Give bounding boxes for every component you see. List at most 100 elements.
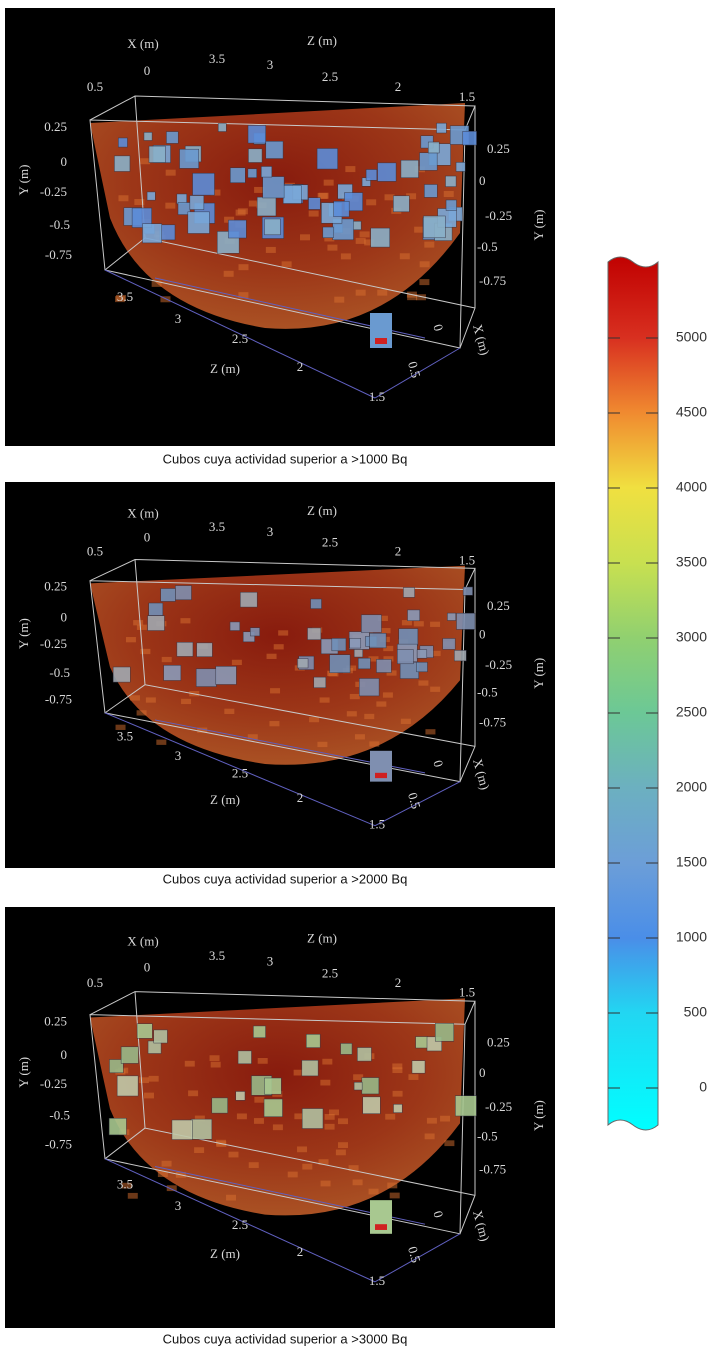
voxel xyxy=(224,708,235,714)
axis-label: -0.25 xyxy=(40,1076,67,1091)
cube xyxy=(171,1119,193,1140)
axis-label: 2.5 xyxy=(232,766,248,781)
axis-label: 0 xyxy=(430,1209,446,1219)
axis-label: 0 xyxy=(61,154,68,169)
cube xyxy=(196,642,213,657)
voxel xyxy=(253,1118,264,1124)
cube xyxy=(308,197,321,210)
voxel xyxy=(145,697,156,703)
voxel xyxy=(319,697,330,703)
voxel xyxy=(157,1171,168,1178)
voxel xyxy=(136,624,147,630)
voxel xyxy=(348,1165,359,1171)
voxel xyxy=(140,158,151,165)
axis-label: X (m) xyxy=(127,934,158,949)
axis-label: 2 xyxy=(395,975,402,990)
axis-label: -0.25 xyxy=(485,657,512,672)
cube xyxy=(307,627,322,640)
voxel xyxy=(127,1192,138,1199)
cube xyxy=(192,172,215,196)
axis-label: 3.5 xyxy=(209,948,225,963)
voxel xyxy=(269,721,280,727)
cube xyxy=(142,223,162,244)
voxel xyxy=(383,656,394,662)
tick-label: 5000 xyxy=(676,329,707,345)
axis-label: X (m) xyxy=(127,36,158,51)
panel: X (m) Z (m) 0.5 0 3.5 3 2.5 2 1.5 0.25 0 -0.25 -0.5 -… xyxy=(5,907,555,1328)
cube xyxy=(370,227,390,248)
axis-label: X (m) xyxy=(127,506,158,521)
voxel xyxy=(151,280,162,287)
axis-label: -0.5 xyxy=(49,665,70,680)
cube xyxy=(357,1047,372,1062)
axis-label: 3 xyxy=(267,524,274,539)
cube xyxy=(361,1077,380,1095)
voxel xyxy=(426,1117,437,1124)
voxel xyxy=(346,665,357,671)
axis-label: 1.5 xyxy=(459,89,475,104)
tick-label: 3500 xyxy=(676,554,707,570)
cube xyxy=(148,602,164,616)
cube xyxy=(462,131,477,146)
voxel xyxy=(424,241,435,248)
axis-label: 0 xyxy=(479,1065,486,1080)
voxel xyxy=(136,710,147,716)
axis-label: -0.75 xyxy=(45,1136,72,1151)
voxel xyxy=(257,1057,268,1064)
voxel xyxy=(294,1113,305,1120)
cube xyxy=(120,1046,139,1064)
axis-label: 1.5 xyxy=(369,1273,385,1288)
axis-label: 1.5 xyxy=(369,389,385,404)
voxel xyxy=(377,289,388,296)
voxel xyxy=(184,1060,195,1067)
voxel xyxy=(235,209,246,216)
axis-label: -0.75 xyxy=(479,714,506,729)
cube xyxy=(247,168,257,178)
cube xyxy=(153,1029,168,1044)
voxel xyxy=(161,1160,172,1167)
axis-label: 3 xyxy=(175,1198,182,1213)
voxel xyxy=(419,279,430,286)
voxel xyxy=(424,1133,435,1140)
tick-label: 2000 xyxy=(676,779,707,795)
voxel xyxy=(156,739,167,745)
cube xyxy=(187,211,210,234)
axis-label: 2 xyxy=(297,359,304,374)
cube xyxy=(301,1108,324,1129)
cube xyxy=(333,201,350,218)
cube xyxy=(112,666,131,683)
cube xyxy=(179,148,199,169)
cube xyxy=(217,123,227,132)
voxel xyxy=(297,1146,308,1153)
tick-label: 1000 xyxy=(676,929,707,945)
voxel xyxy=(430,621,441,627)
voxel xyxy=(160,296,171,303)
cube xyxy=(361,614,382,633)
axis-label: -0.5 xyxy=(477,239,498,254)
cube xyxy=(242,631,255,643)
axis-label: -0.5 xyxy=(49,1108,70,1123)
axis-label: 3 xyxy=(267,57,274,72)
voxel xyxy=(324,1123,335,1130)
voxel xyxy=(308,210,319,217)
cube xyxy=(340,1043,353,1055)
axis-label: -0.25 xyxy=(40,184,67,199)
voxel xyxy=(406,193,417,200)
voxel xyxy=(387,1182,398,1189)
cube xyxy=(393,1104,403,1113)
cube xyxy=(399,661,420,679)
caption: Cubos cuya actividad superior a >3000 Bq xyxy=(163,1331,408,1346)
cube xyxy=(445,175,457,187)
voxel xyxy=(382,692,393,698)
caption: Cubos cuya actividad superior a >1000 Bq xyxy=(163,451,408,466)
axis-label: -0.75 xyxy=(479,1161,506,1176)
voxel xyxy=(236,1113,247,1120)
axis-label: 0 xyxy=(61,1047,68,1062)
voxel xyxy=(400,718,411,724)
cube xyxy=(411,1060,426,1074)
axis-label: 0.25 xyxy=(487,141,510,156)
voxel xyxy=(383,645,394,652)
cube xyxy=(237,1050,252,1065)
voxel xyxy=(334,296,345,303)
cube xyxy=(282,185,302,204)
